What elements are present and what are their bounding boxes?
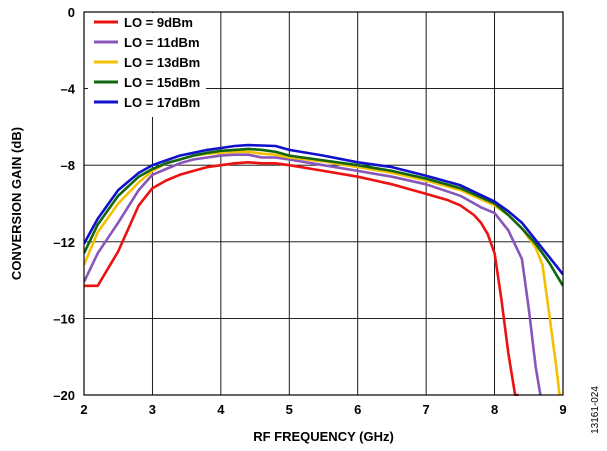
legend-background — [88, 13, 206, 117]
series-line-3 — [84, 147, 563, 287]
x-tick-label-4: 6 — [354, 402, 361, 417]
legend-label-2: LO = 13dBm — [124, 55, 200, 70]
x-tick-label-2: 4 — [217, 402, 225, 417]
y-tick-label-1: –4 — [61, 82, 76, 97]
y-tick-label-5: –20 — [53, 388, 75, 403]
legend-label-0: LO = 9dBm — [124, 15, 193, 30]
figure-id-label: 13161-024 — [590, 386, 601, 434]
series-line-2 — [84, 150, 561, 396]
legend-label-4: LO = 17dBm — [124, 95, 200, 110]
y-tick-label-4: –16 — [53, 311, 75, 326]
legend: LO = 9dBm LO = 11dBm LO = 13dBm LO = 15dBm L… — [88, 13, 206, 117]
tick-labels: 2 3 4 5 6 7 8 9 0 –4 –8 –12 –16 –20 — [53, 5, 566, 417]
series-line-0 — [84, 161, 519, 396]
x-tick-label-0: 2 — [80, 402, 87, 417]
series-line-4 — [84, 143, 563, 276]
x-axis-label: RF FREQUENCY (GHz) — [253, 429, 394, 444]
y-axis-label: CONVERSION GAIN (dB) — [9, 127, 24, 280]
legend-label-1: LO = 11dBm — [124, 35, 200, 50]
x-tick-label-3: 5 — [286, 402, 293, 417]
x-tick-label-5: 7 — [423, 402, 430, 417]
series-lines — [84, 143, 563, 396]
x-tick-label-7: 9 — [559, 402, 566, 417]
y-tick-label-0: 0 — [68, 5, 75, 20]
x-tick-label-1: 3 — [149, 402, 156, 417]
series-line-1 — [84, 153, 542, 396]
x-tick-label-6: 8 — [491, 402, 498, 417]
legend-label-3: LO = 15dBm — [124, 75, 200, 90]
y-tick-label-3: –12 — [53, 235, 75, 250]
y-tick-label-2: –8 — [61, 158, 75, 173]
plot-frame — [83, 11, 564, 396]
